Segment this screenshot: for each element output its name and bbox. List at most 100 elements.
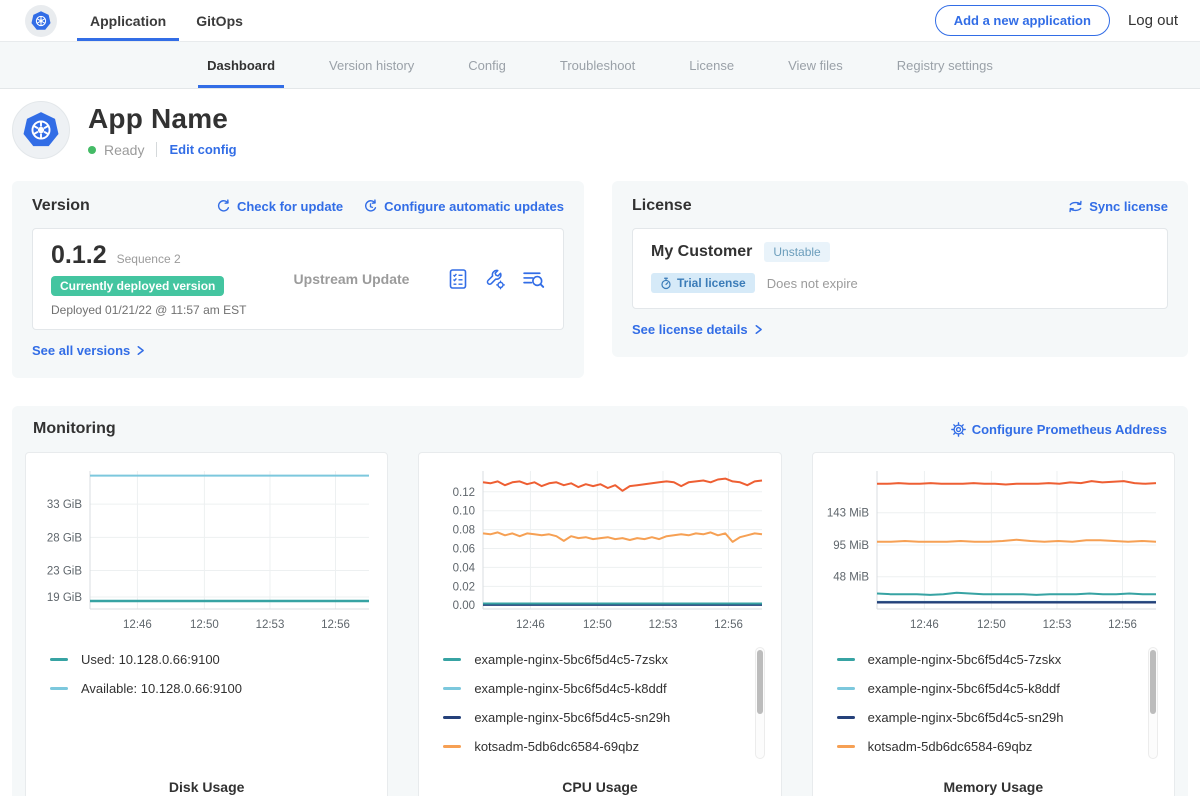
svg-text:12:50: 12:50 (977, 619, 1006, 631)
chart-title-disk: Disk Usage (36, 779, 377, 795)
legend-swatch (443, 687, 461, 690)
current-version-row: 0.1.2 Sequence 2 Currently deployed vers… (32, 228, 564, 330)
divider (156, 142, 157, 157)
tab-registry-settings[interactable]: Registry settings (870, 42, 1020, 88)
license-card-title: License (632, 197, 692, 215)
see-license-details-link[interactable]: See license details (632, 322, 763, 337)
svg-text:12:50: 12:50 (190, 619, 219, 631)
tab-license[interactable]: License (662, 42, 761, 88)
legend-swatch (837, 745, 855, 748)
legend-item: Used: 10.128.0.66:9100 (50, 645, 377, 674)
svg-text:12:46: 12:46 (910, 619, 939, 631)
scrollbar-thumb[interactable] (1150, 650, 1156, 714)
legend-scrollbar[interactable] (755, 647, 765, 759)
clock-refresh-icon (363, 199, 378, 214)
app-header: App Name Ready Edit config (0, 89, 1200, 173)
app-sub-nav: Dashboard Version history Config Trouble… (0, 42, 1200, 89)
deployed-timestamp: Deployed 01/21/22 @ 11:57 am EST (51, 303, 256, 317)
svg-text:23 GiB: 23 GiB (47, 566, 82, 578)
legend-swatch (443, 745, 461, 748)
customer-name: My Customer (651, 243, 752, 261)
stopwatch-icon (660, 277, 672, 290)
sync-license-link[interactable]: Sync license (1068, 199, 1168, 214)
legend-label: example-nginx-5bc6f5d4c5-sn29h (868, 710, 1064, 725)
tab-dashboard[interactable]: Dashboard (180, 42, 302, 88)
app-status-text: Ready (104, 142, 144, 158)
disk-usage-legend: Used: 10.128.0.66:9100 Available: 10.128.… (36, 645, 377, 763)
logout-button[interactable]: Log out (1128, 12, 1178, 29)
cpu-usage-card: 0.120.100.080.060.040.020.0012:4612:5012… (418, 452, 781, 796)
deploy-logs-icon[interactable] (522, 268, 545, 291)
legend-item: kotsadm-5db6dc6584-69qbz (837, 732, 1164, 761)
cards-row: Version Check for update (0, 181, 1200, 378)
preflight-checks-icon[interactable] (447, 268, 469, 290)
page-title: App Name (88, 103, 237, 135)
nav-spacer (258, 0, 935, 41)
gear-icon (951, 422, 966, 437)
add-new-application-button[interactable]: Add a new application (935, 5, 1110, 36)
chart-title-cpu: CPU Usage (429, 779, 770, 795)
svg-text:12:53: 12:53 (256, 619, 285, 631)
svg-text:0.00: 0.00 (453, 600, 475, 612)
configure-automatic-updates-link[interactable]: Configure automatic updates (363, 199, 564, 214)
see-all-versions-link[interactable]: See all versions (32, 343, 145, 358)
check-for-update-link[interactable]: Check for update (216, 199, 343, 214)
legend-swatch (50, 658, 68, 661)
legend-label: example-nginx-5bc6f5d4c5-k8ddf (868, 681, 1060, 696)
legend-item: example-nginx-5bc6f5d4c5-k8ddf (837, 674, 1164, 703)
scrollbar-thumb[interactable] (757, 650, 763, 714)
kubernetes-logo-icon (25, 5, 57, 37)
legend-swatch (443, 658, 461, 661)
svg-text:19 GiB: 19 GiB (47, 592, 82, 604)
legend-label: example-nginx-5bc6f5d4c5-k8ddf (474, 681, 666, 696)
legend-item: example-nginx-5bc6f5d4c5-7zskx (443, 645, 770, 674)
disk-usage-card: 33 GiB28 GiB23 GiB19 GiB12:4612:5012:531… (25, 452, 388, 796)
legend-item: example-nginx-5bc6f5d4c5-7zskx (837, 645, 1164, 674)
tab-config[interactable]: Config (441, 42, 533, 88)
legend-swatch (837, 687, 855, 690)
svg-text:28 GiB: 28 GiB (47, 532, 82, 544)
legend-item: example-nginx-5bc6f5d4c5-sn29h (443, 703, 770, 732)
cpu-usage-legend: example-nginx-5bc6f5d4c5-7zskx example-ng… (429, 645, 770, 763)
top-nav: Application GitOps Add a new application… (0, 0, 1200, 42)
svg-text:48 MiB: 48 MiB (833, 572, 869, 584)
refresh-icon (216, 199, 231, 214)
legend-swatch (837, 716, 855, 719)
svg-text:143 MiB: 143 MiB (826, 508, 869, 520)
legend-scrollbar[interactable] (1148, 647, 1158, 759)
legend-item: example-nginx-5bc6f5d4c5-k8ddf (443, 674, 770, 703)
legend-swatch (50, 687, 68, 690)
nav-tab-application[interactable]: Application (75, 0, 181, 41)
svg-text:12:56: 12:56 (1108, 619, 1137, 631)
memory-usage-card: 143 MiB95 MiB48 MiB12:4612:5012:5312:56 … (812, 452, 1175, 796)
version-sequence: Sequence 2 (117, 252, 181, 266)
nav-tab-gitops[interactable]: GitOps (181, 0, 258, 41)
svg-text:0.02: 0.02 (453, 581, 475, 593)
configure-prometheus-link[interactable]: Configure Prometheus Address (951, 422, 1167, 437)
monitoring-section: Monitoring Configure Prometheus Address … (12, 406, 1188, 796)
legend-item: example-nginx-5bc6f5d4c5-sn29h (837, 703, 1164, 732)
currently-deployed-badge: Currently deployed version (51, 276, 224, 296)
legend-swatch (837, 658, 855, 661)
svg-text:12:46: 12:46 (123, 619, 152, 631)
svg-text:12:53: 12:53 (649, 619, 678, 631)
sync-arrows-icon (1068, 199, 1083, 214)
legend-swatch (443, 716, 461, 719)
trial-license-badge: Trial license (651, 273, 755, 293)
svg-text:0.08: 0.08 (453, 525, 475, 537)
svg-text:0.12: 0.12 (453, 487, 475, 499)
version-card-title: Version (32, 197, 90, 215)
legend-label: kotsadm-5db6dc6584-69qbz (868, 739, 1033, 754)
cpu-usage-chart: 0.120.100.080.060.040.020.0012:4612:5012… (429, 465, 770, 633)
legend-item: Available: 10.128.0.66:9100 (50, 674, 377, 703)
license-expiry-text: Does not expire (767, 276, 858, 291)
svg-text:95 MiB: 95 MiB (833, 540, 869, 552)
tab-troubleshoot[interactable]: Troubleshoot (533, 42, 662, 88)
legend-label: Used: 10.128.0.66:9100 (81, 652, 220, 667)
config-wrench-icon[interactable] (484, 268, 507, 291)
edit-config-link[interactable]: Edit config (169, 142, 236, 157)
version-card: Version Check for update (12, 181, 584, 378)
tab-version-history[interactable]: Version history (302, 42, 441, 88)
tab-view-files[interactable]: View files (761, 42, 870, 88)
svg-text:12:46: 12:46 (516, 619, 545, 631)
